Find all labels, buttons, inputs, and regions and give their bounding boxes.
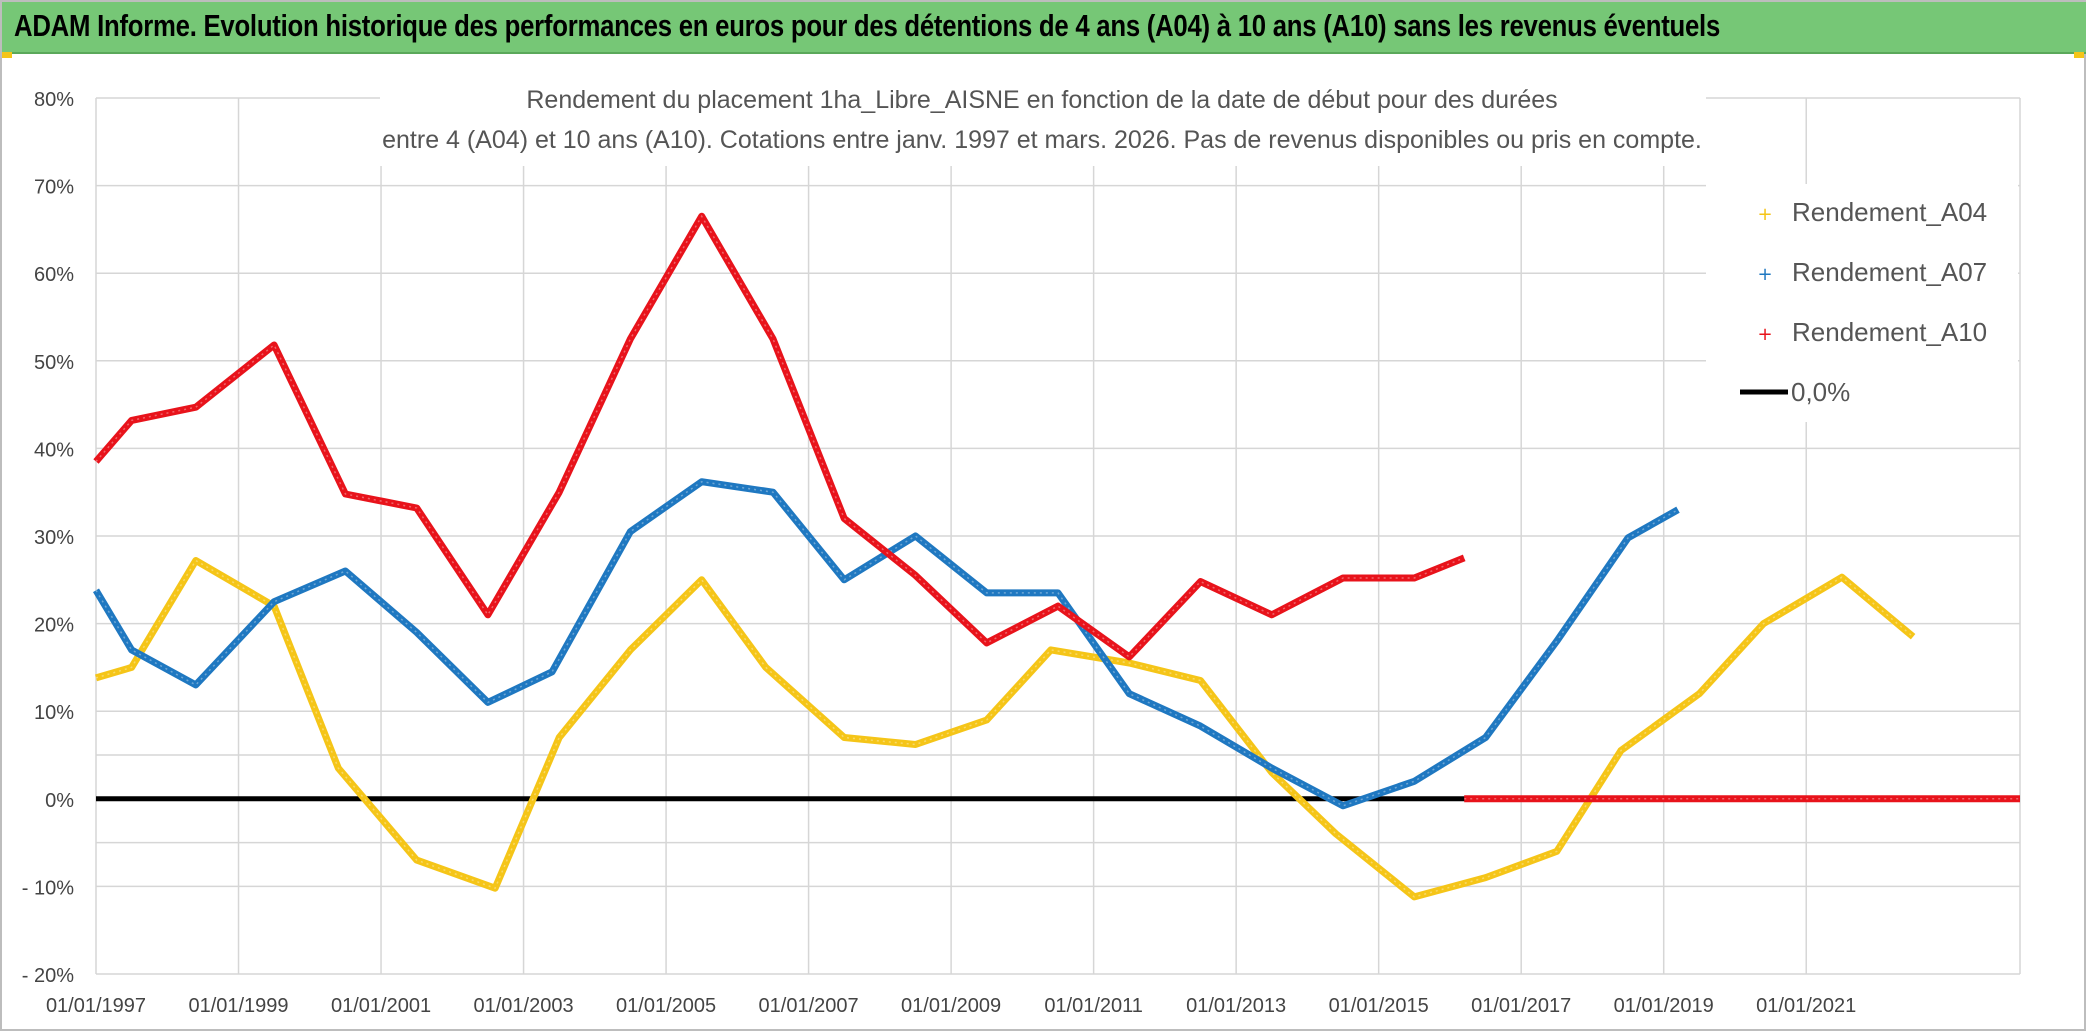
x-tick-label: 01/01/2005 xyxy=(616,995,716,1017)
y-tick-label: - 20% xyxy=(22,965,74,987)
y-tick-label: 20% xyxy=(34,615,74,637)
series-line-rendement-a04-texture xyxy=(96,561,1913,897)
x-tick-label: 01/01/1999 xyxy=(188,995,288,1017)
x-tick-label: 01/01/2009 xyxy=(901,995,1001,1017)
legend-marker: + xyxy=(1757,204,1772,225)
x-tick-label: 01/01/2013 xyxy=(1186,995,1286,1017)
x-tick-label: 01/01/2003 xyxy=(474,995,574,1017)
legend-label: Rendement_A04 xyxy=(1792,197,1987,227)
chart-title-line2: entre 4 (A04) et 10 ans (A10). Cotations… xyxy=(382,126,1702,154)
legend-label: Rendement_A07 xyxy=(1792,257,1987,287)
y-tick-label: 10% xyxy=(34,702,74,724)
legend: + Rendement_A04 + Rendement_A07 + Rendement_A… xyxy=(1706,184,2018,422)
series-line-rendement-a04 xyxy=(96,561,1913,897)
legend-marker: + xyxy=(1757,324,1772,345)
x-tick-label: 01/01/2021 xyxy=(1756,995,1856,1017)
y-tick-label: 30% xyxy=(34,527,74,549)
x-axis-ticks: 01/01/1997 01/01/1999 01/01/2001 01/01/2003… xyxy=(46,995,1856,1017)
x-tick-label: 01/01/2007 xyxy=(759,995,859,1017)
y-tick-label: 0% xyxy=(45,790,74,812)
x-tick-label: 01/01/2001 xyxy=(331,995,431,1017)
legend-label: 0,0% xyxy=(1791,377,1850,407)
x-tick-label: 01/01/2019 xyxy=(1614,995,1714,1017)
x-tick-label: 01/01/2011 xyxy=(1044,995,1143,1017)
y-tick-label: 60% xyxy=(34,264,74,286)
y-tick-label: 70% xyxy=(34,177,74,199)
x-tick-label: 01/01/2017 xyxy=(1471,995,1571,1017)
y-axis-ticks: - 20% - 10% 0% 10% 20% 30% 40% 50% 60% 70% 80% xyxy=(22,89,74,987)
y-tick-label: - 10% xyxy=(22,877,74,899)
y-tick-label: 40% xyxy=(34,439,74,461)
legend-marker: + xyxy=(1757,264,1772,285)
chart-title-line1: Rendement du placement 1ha_Libre_AISNE e… xyxy=(526,86,1557,114)
x-tick-label: 01/01/1997 xyxy=(46,995,146,1017)
x-tick-label: 01/01/2015 xyxy=(1329,995,1429,1017)
y-tick-label: 50% xyxy=(34,352,74,374)
y-tick-label: 80% xyxy=(34,89,74,111)
legend-label: Rendement_A10 xyxy=(1792,317,1987,347)
